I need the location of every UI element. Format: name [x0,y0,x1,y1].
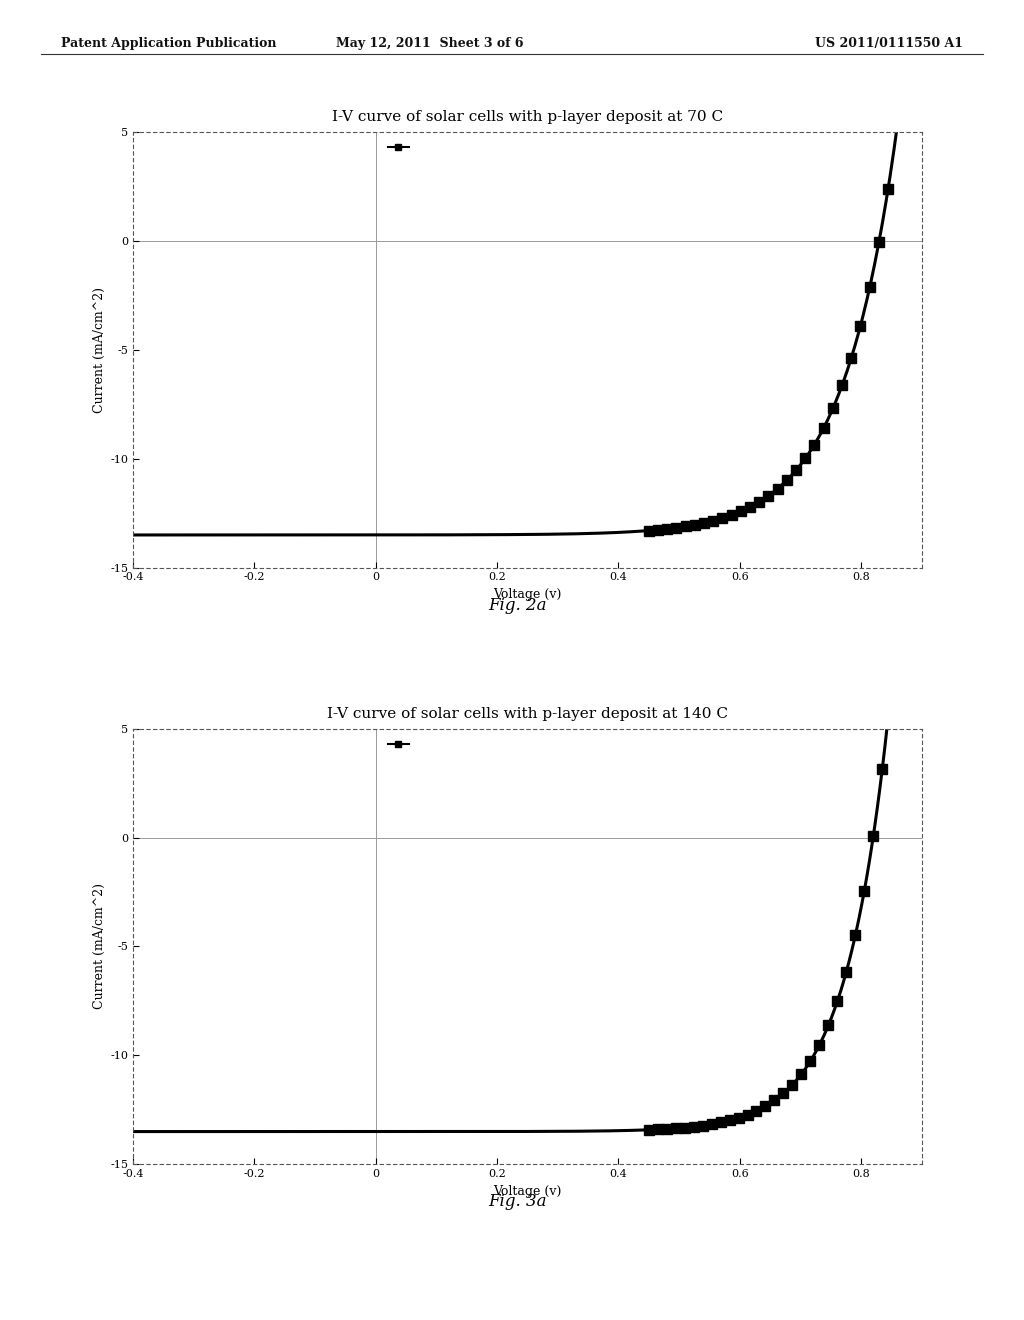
Text: May 12, 2011  Sheet 3 of 6: May 12, 2011 Sheet 3 of 6 [336,37,524,50]
X-axis label: Voltage (v): Voltage (v) [494,587,561,601]
Text: Fig. 3a: Fig. 3a [487,1193,547,1210]
Title: I-V curve of solar cells with p-layer deposit at 140 C: I-V curve of solar cells with p-layer de… [327,706,728,721]
Text: US 2011/0111550 A1: US 2011/0111550 A1 [814,37,963,50]
Title: I-V curve of solar cells with p-layer deposit at 70 C: I-V curve of solar cells with p-layer de… [332,110,723,124]
Y-axis label: Current (mA/cm^2): Current (mA/cm^2) [93,286,106,413]
Text: Fig. 2a: Fig. 2a [487,597,547,614]
Y-axis label: Current (mA/cm^2): Current (mA/cm^2) [93,883,106,1010]
X-axis label: Voltage (v): Voltage (v) [494,1184,561,1197]
Text: Patent Application Publication: Patent Application Publication [61,37,276,50]
